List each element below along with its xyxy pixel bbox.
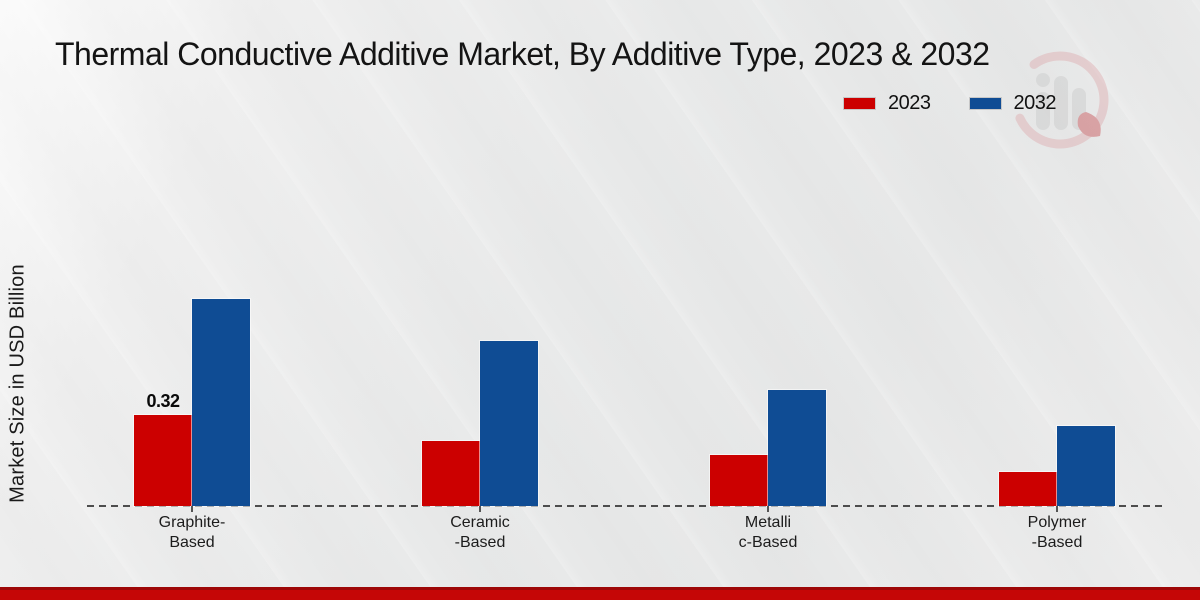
- category-label-graphite-based: Graphite- Based: [122, 513, 262, 553]
- legend-label-2023: 2023: [888, 92, 931, 114]
- bar-2023-graphite-based: [134, 415, 192, 506]
- x-tick-graphite-based: [191, 506, 193, 512]
- watermark-logo: [1011, 51, 1109, 149]
- category-label-ceramic-based: Ceramic -Based: [410, 513, 550, 553]
- legend: 2023 2032: [843, 92, 1056, 115]
- legend-swatch-2023: [843, 97, 876, 110]
- category-label-line: Polymer: [1027, 514, 1087, 531]
- category-label-line: -Based: [1031, 534, 1083, 551]
- x-tick-metallic-based: [767, 506, 769, 512]
- bar-2032-graphite-based: [192, 299, 250, 506]
- x-tick-polymer-based: [1056, 506, 1058, 512]
- legend-item-2032: 2032: [968, 92, 1057, 115]
- x-axis-baseline: [87, 505, 1163, 507]
- chart-title: Thermal Conductive Additive Market, By A…: [55, 36, 990, 72]
- legend-swatch-2032: [968, 97, 1002, 110]
- data-label-2023-graphite-based: 0.32: [146, 391, 180, 411]
- category-label-line: Graphite-: [158, 514, 226, 531]
- bar-2023-ceramic-based: [422, 441, 480, 506]
- category-label-polymer-based: Polymer -Based: [987, 513, 1127, 553]
- category-label-line: c-Based: [738, 534, 798, 551]
- bar-2032-metallic-based: [768, 390, 826, 506]
- bar-2023-metallic-based: [710, 455, 768, 506]
- category-label-line: -Based: [454, 534, 506, 551]
- footer-band: [0, 587, 1200, 600]
- bar-2023-polymer-based: [999, 472, 1057, 506]
- bar-2032-polymer-based: [1057, 426, 1115, 506]
- x-tick-ceramic-based: [479, 506, 481, 512]
- category-label-line: Based: [169, 534, 215, 551]
- bar-2032-ceramic-based: [480, 341, 538, 506]
- legend-label-2032: 2032: [1013, 92, 1057, 114]
- category-label-line: Metalli: [744, 514, 792, 531]
- category-label-metallic-based: Metalli c-Based: [698, 513, 838, 553]
- category-label-line: Ceramic: [450, 514, 510, 531]
- legend-item-2023: 2023: [843, 92, 931, 115]
